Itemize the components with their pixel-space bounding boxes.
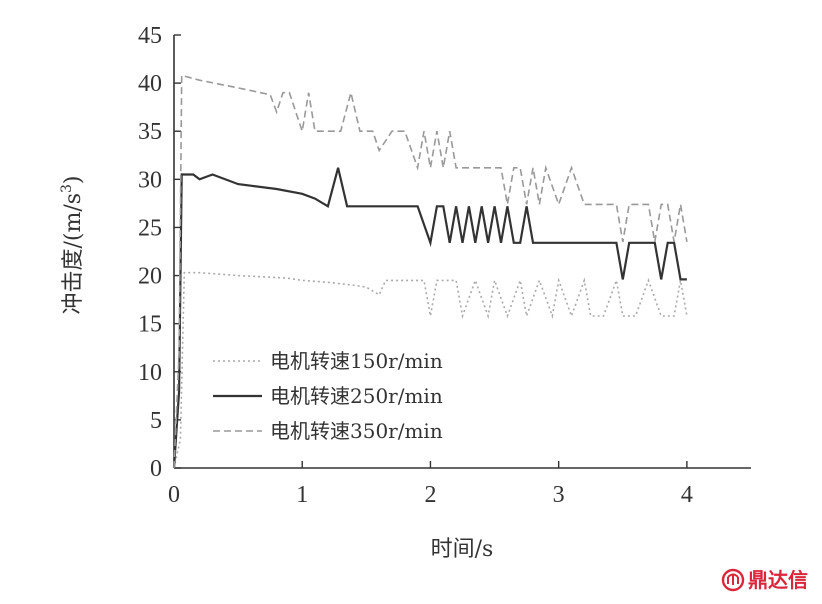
- y-axis-label-main: 冲击度/(m/s: [61, 193, 86, 315]
- y-tick-label: 10: [138, 360, 162, 386]
- legend: 电机转速150r/min 电机转速250r/min 电机转速350r/min: [213, 349, 443, 443]
- legend-label-2: 电机转速250r/min: [270, 384, 443, 408]
- y-tick-label: 35: [138, 119, 162, 145]
- x-tick-label: 0: [168, 482, 180, 508]
- x-ticks: 0 1 2 3 4: [168, 461, 693, 508]
- y-tick-label: 45: [138, 23, 162, 49]
- y-axis-label: 冲击度/(m/s3): [59, 175, 86, 314]
- y-tick-label: 25: [138, 215, 162, 241]
- x-tick-label: 4: [681, 482, 693, 508]
- plot-area: [172, 74, 688, 469]
- y-tick-label: 30: [138, 167, 162, 193]
- x-tick-label: 3: [553, 482, 565, 508]
- legend-label-3: 电机转速350r/min: [270, 419, 443, 443]
- y-tick-label: 20: [138, 264, 162, 290]
- y-ticks: 0 5 10 15 20 25 30 35 40 45: [138, 23, 181, 482]
- watermark: 鼎达信: [721, 568, 808, 592]
- y-tick-label: 0: [150, 456, 162, 482]
- y-tick-label: 40: [138, 71, 162, 97]
- x-tick-label: 2: [424, 482, 436, 508]
- y-axis-label-close: ): [61, 175, 86, 184]
- legend-label-1: 电机转速150r/min: [270, 349, 443, 373]
- y-axis-label-sup: 3: [59, 184, 75, 193]
- axes: [173, 35, 751, 469]
- y-tick-label: 5: [150, 408, 162, 434]
- watermark-text: 鼎达信: [748, 568, 808, 592]
- series-line-3: [173, 74, 688, 469]
- watermark-logo-icon: [721, 568, 745, 592]
- x-tick-label: 1: [296, 482, 308, 508]
- series-line-2: [172, 167, 687, 469]
- x-axis-label: 时间/s: [431, 537, 494, 562]
- y-tick-label: 15: [138, 312, 162, 338]
